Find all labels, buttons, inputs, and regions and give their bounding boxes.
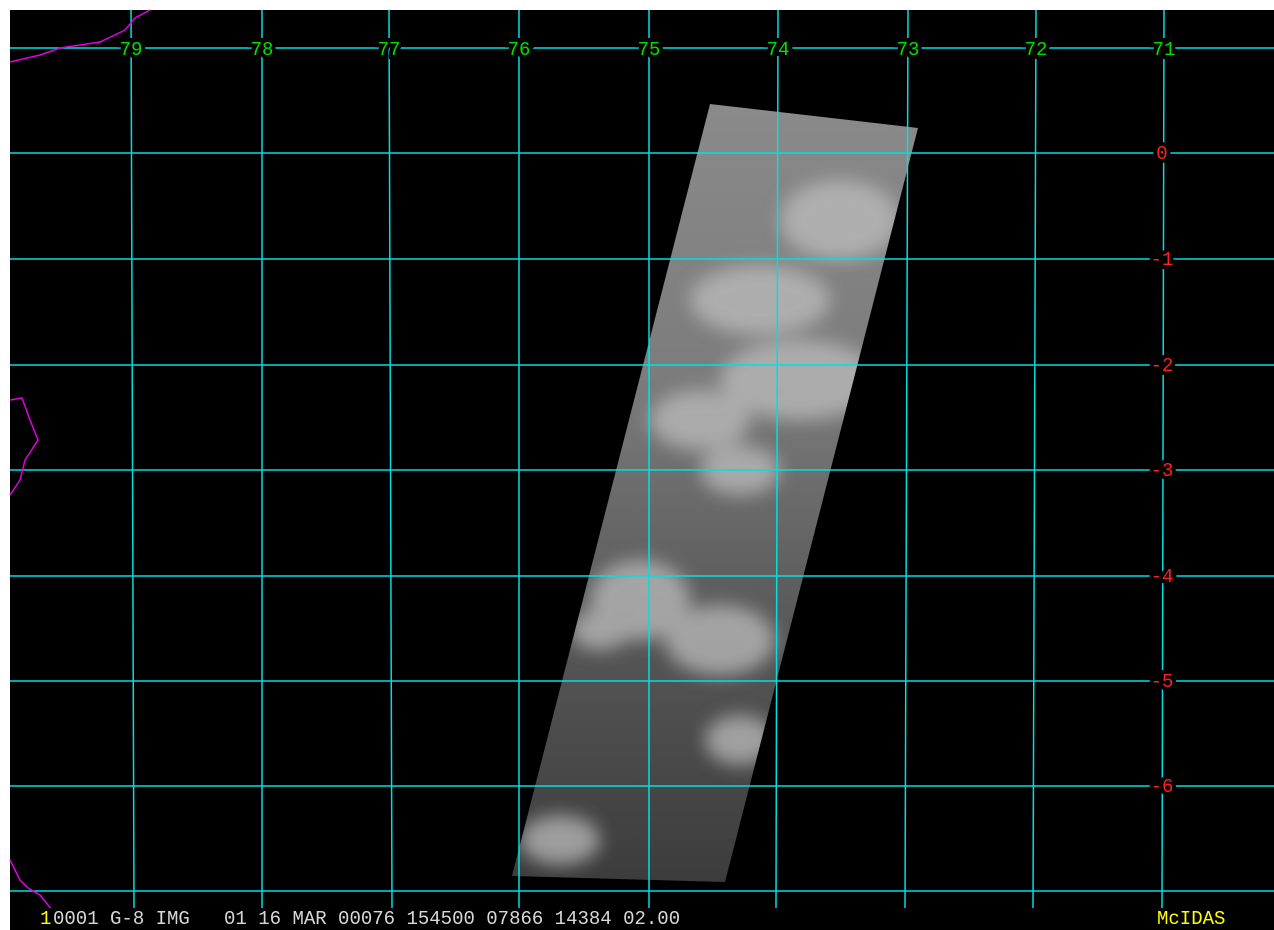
longitude-label: 78 [251, 39, 274, 61]
frame-number: 1 [40, 908, 51, 930]
latitude-label: -3 [1151, 460, 1174, 482]
longitude-label: 76 [508, 39, 531, 61]
longitude-label: 72 [1025, 39, 1048, 61]
longitude-label: 71 [1153, 39, 1176, 61]
status-info: 0001 G-8 IMG 01 16 MAR 00076 154500 0786… [53, 908, 680, 930]
brand: McIDAS [1157, 908, 1225, 930]
longitude-label: 79 [120, 39, 143, 61]
latitude-label: -2 [1151, 355, 1174, 377]
longitude-label: 74 [767, 39, 790, 61]
latitude-label: -5 [1151, 671, 1174, 693]
latitude-label: -4 [1151, 566, 1174, 588]
longitude-label: 75 [638, 39, 661, 61]
longitude-label: 73 [897, 39, 920, 61]
latitude-label: -1 [1151, 249, 1174, 271]
latitude-label: 0 [1156, 143, 1167, 165]
latitude-label: -6 [1151, 776, 1174, 798]
satellite-view: 79 78 77 76 75 74 73 72 71 0 -1 -2 -3 -4 -5 -6 1 0001 G… [0, 0, 1274, 930]
longitude-label: 77 [378, 39, 401, 61]
